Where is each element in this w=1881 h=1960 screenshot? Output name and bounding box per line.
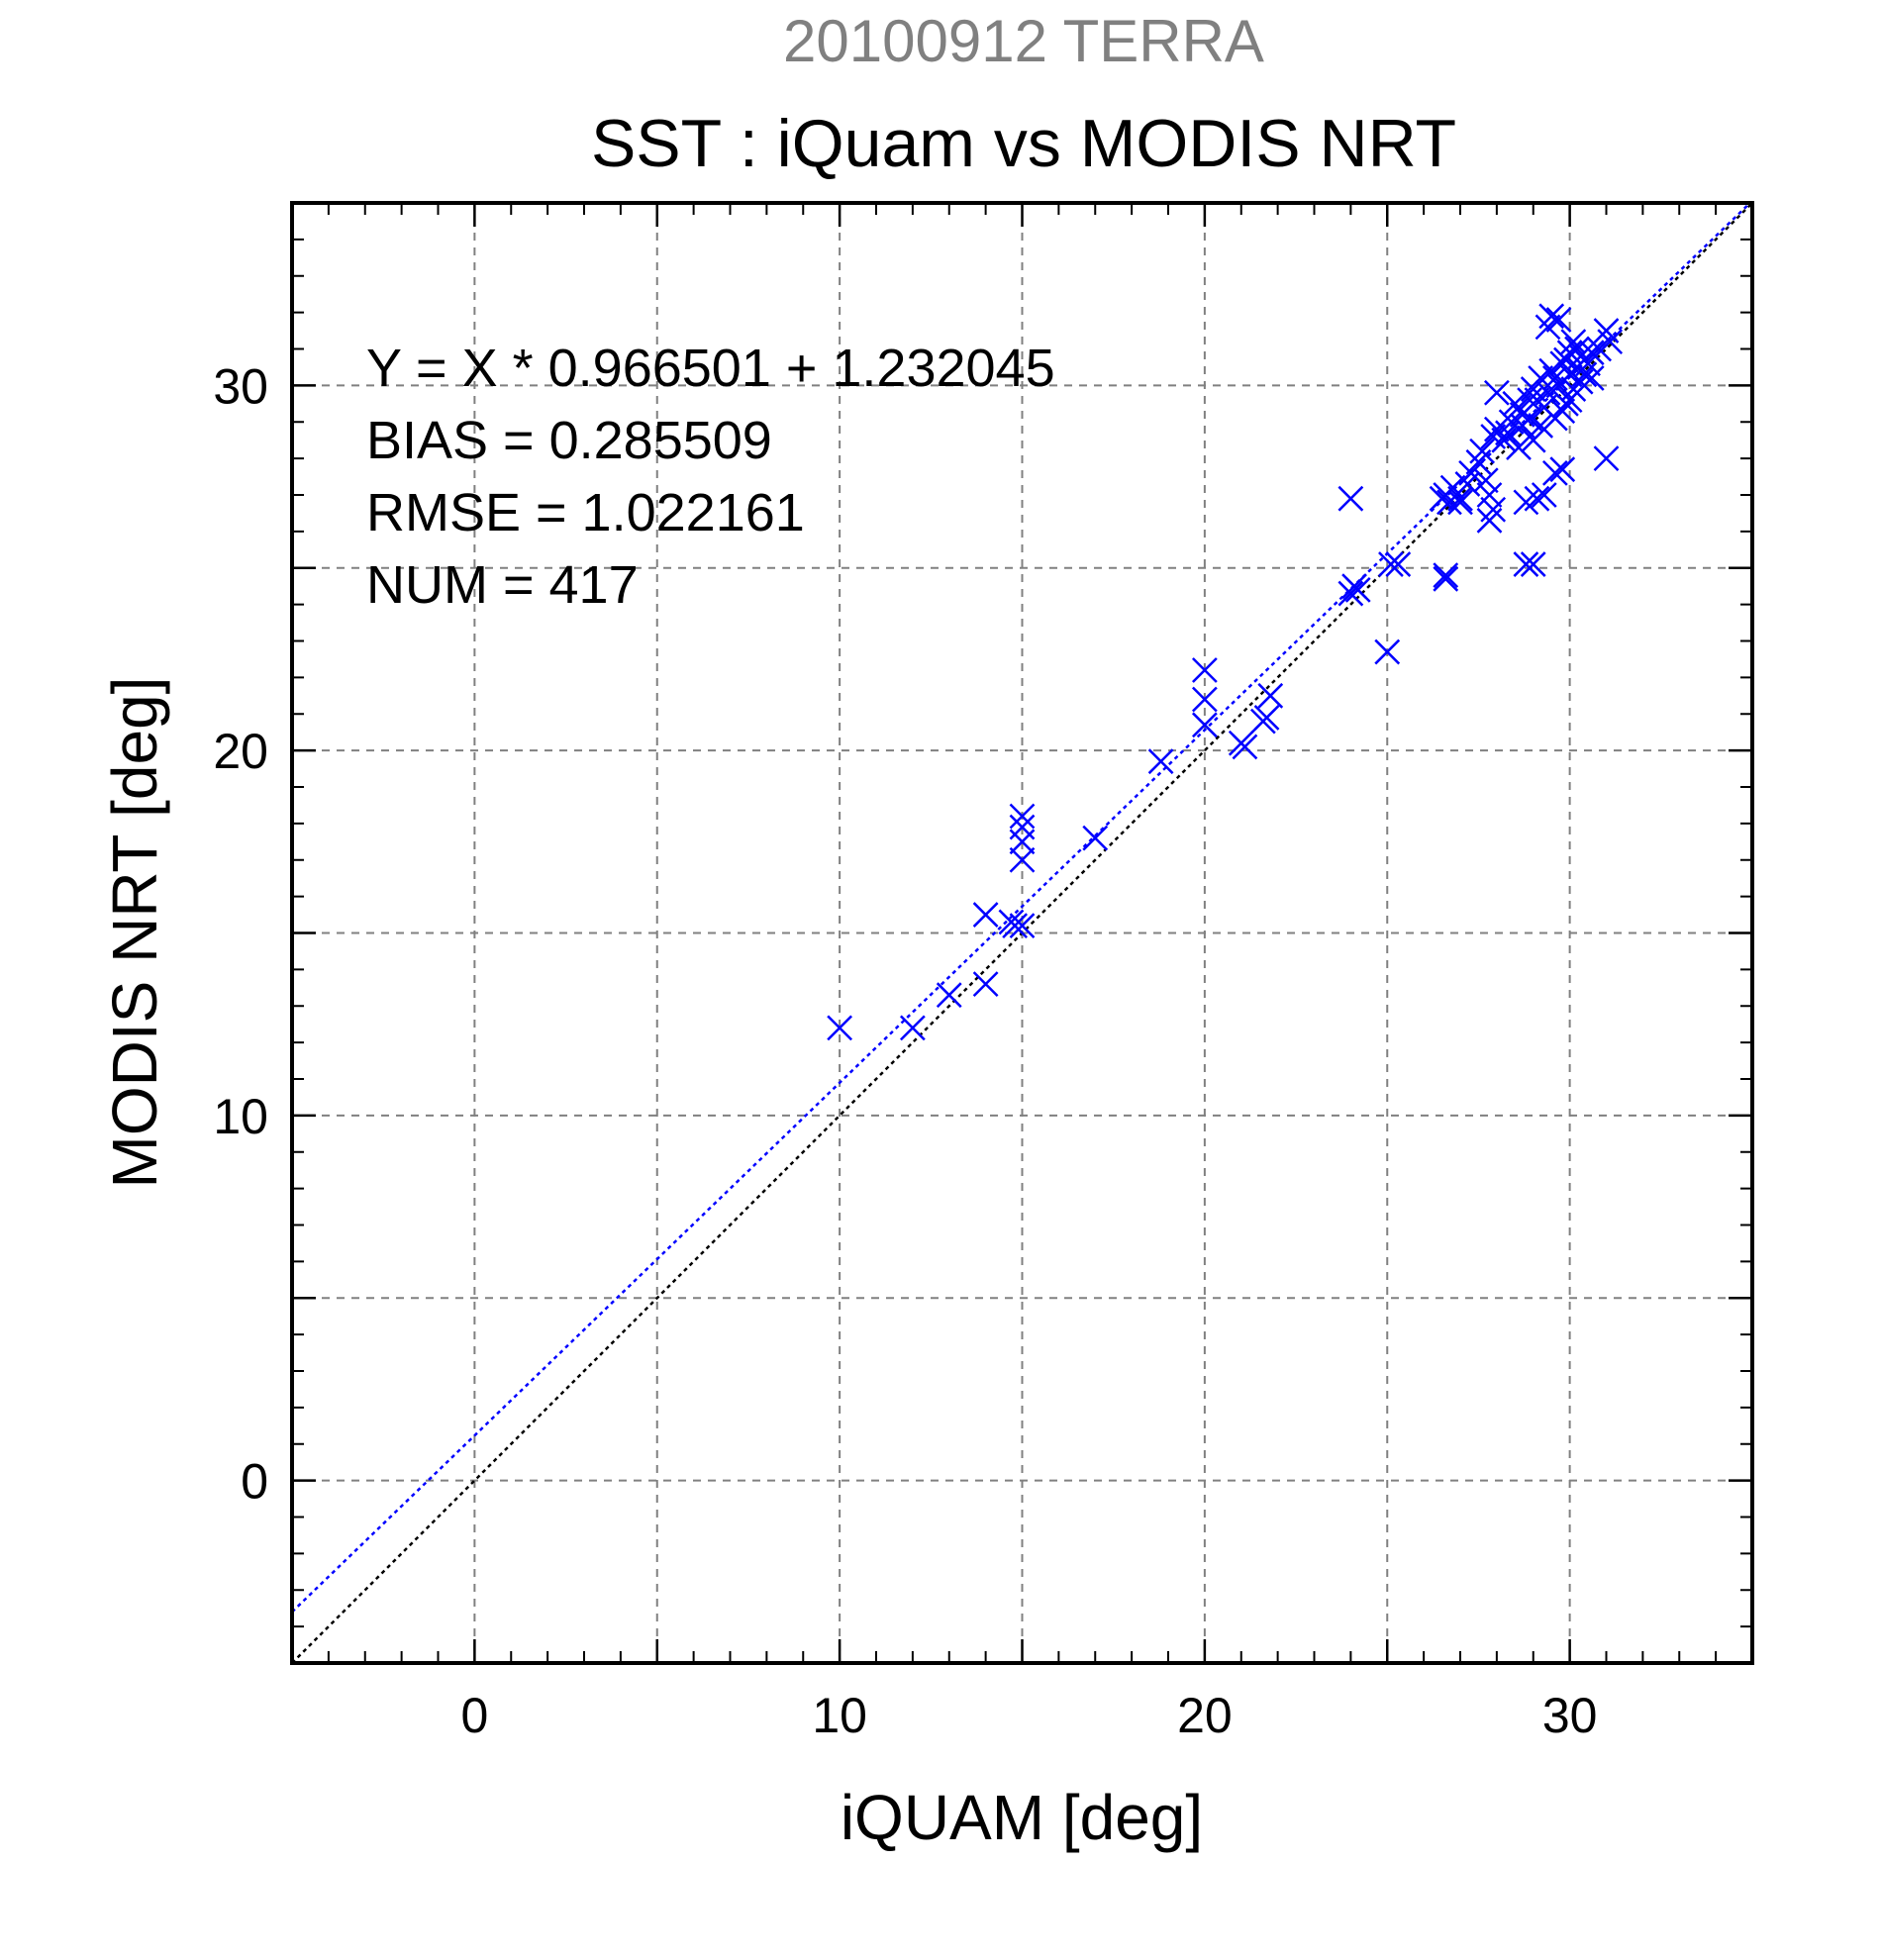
data-point [1344, 576, 1371, 603]
data-point [1571, 361, 1598, 388]
data-point [827, 1015, 853, 1041]
data-point [936, 982, 962, 1009]
data-point [1385, 551, 1412, 577]
data-point [1002, 913, 1029, 939]
data-point [1374, 638, 1401, 665]
data-point [1524, 387, 1550, 414]
data-point [1447, 485, 1473, 512]
data-point [1513, 551, 1539, 577]
data-point [1009, 803, 1036, 830]
data-point [1191, 657, 1218, 683]
data-point [1257, 682, 1284, 709]
chart-title: 20100912 TERRA [783, 8, 1264, 74]
data-point [1556, 387, 1583, 414]
data-point [1337, 485, 1364, 512]
x-tick-label: 30 [1542, 1688, 1598, 1743]
data-point [1439, 474, 1466, 501]
data-point [1593, 445, 1620, 472]
data-point [1578, 365, 1605, 391]
x-axis-label: iQUAM [deg] [841, 1782, 1203, 1853]
data-point [1491, 427, 1518, 453]
data-point [1549, 456, 1576, 483]
data-point [1480, 496, 1507, 523]
data-point [1232, 734, 1258, 760]
y-tick-label: 30 [213, 358, 268, 414]
x-tick-label: 10 [812, 1688, 867, 1743]
data-point [1378, 551, 1404, 577]
data-point [972, 971, 999, 998]
data-point [1549, 398, 1576, 425]
data-point [1597, 329, 1624, 355]
fit-line [292, 203, 1752, 1614]
stat-bias: BIAS = 0.285509 [366, 411, 772, 470]
data-point [1082, 825, 1109, 851]
data-point [1476, 482, 1503, 508]
data-point [1564, 336, 1590, 362]
data-point [1509, 413, 1535, 439]
data-point [1538, 303, 1565, 330]
y-axis-label: MODIS NRT [deg] [99, 677, 170, 1189]
x-tick-label: 20 [1177, 1688, 1233, 1743]
data-point [1447, 489, 1473, 516]
data-point [1534, 379, 1561, 406]
y-tick-label: 10 [213, 1089, 268, 1144]
data-point [1495, 420, 1521, 446]
data-point [1586, 336, 1613, 362]
data-point [1472, 467, 1499, 494]
tick-labels: 0 10 20 30 0 10 20 30 [213, 358, 1597, 1743]
data-point [1433, 565, 1459, 592]
data-point [1541, 365, 1568, 391]
data-point [899, 1015, 926, 1041]
data-point [1524, 485, 1550, 512]
x-tick-label: 0 [460, 1688, 488, 1743]
data-point [972, 902, 999, 928]
stat-rmse: RMSE = 1.022161 [366, 483, 805, 542]
data-point [1545, 307, 1572, 333]
stat-num: NUM = 417 [366, 555, 639, 615]
data-point [1578, 340, 1605, 366]
chart-subtitle: SST : iQuam vs MODIS NRT [591, 106, 1456, 181]
data-point [1520, 551, 1546, 577]
data-point [1483, 379, 1510, 406]
data-point [1560, 329, 1587, 355]
y-tick-label: 0 [241, 1454, 268, 1510]
data-point [1520, 427, 1546, 453]
data-point [1191, 712, 1218, 738]
y-tick-label: 20 [213, 724, 268, 779]
data-point [1009, 846, 1036, 873]
data-points [827, 303, 1624, 1041]
data-point [1009, 814, 1036, 840]
data-point [1147, 748, 1174, 775]
data-point [1458, 459, 1484, 486]
data-point [1191, 686, 1218, 713]
data-point [1433, 562, 1459, 589]
data-point [1009, 913, 1036, 939]
plot-frame [290, 201, 1754, 1665]
data-point [1528, 413, 1554, 439]
data-point [1531, 482, 1557, 508]
stat-equation: Y = X * 0.966501 + 1.232045 [366, 339, 1055, 398]
data-point [1253, 705, 1280, 731]
regression-stats: Y = X * 0.966501 + 1.232045 BIAS = 0.285… [366, 339, 1055, 615]
data-point [1469, 438, 1496, 464]
data-point [1541, 459, 1568, 486]
data-point [1506, 435, 1532, 460]
data-point [1337, 580, 1364, 607]
